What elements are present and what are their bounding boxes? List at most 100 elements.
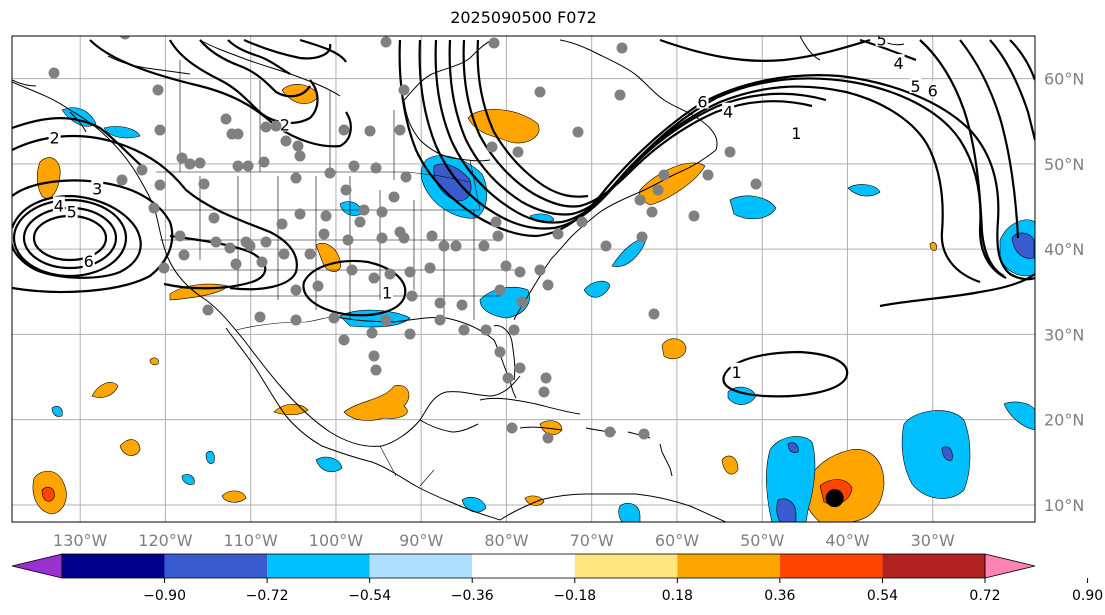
contours xyxy=(12,38,1035,398)
station-dot xyxy=(174,230,186,242)
station-dot xyxy=(750,178,762,190)
lon-tick-label: 130°W xyxy=(53,531,108,550)
station-dot xyxy=(198,178,210,190)
contour-label-bg xyxy=(278,115,291,132)
station-dot xyxy=(450,240,462,252)
station-dot xyxy=(658,169,670,181)
lon-tick-label: 120°W xyxy=(138,531,193,550)
lon-tick-label: 80°W xyxy=(484,531,528,550)
colorbar-segment xyxy=(164,554,268,578)
colorbar-tick-label: −0.18 xyxy=(553,588,596,604)
shade-blue xyxy=(51,406,63,417)
contour-label: 3 xyxy=(92,179,102,198)
shade-orange xyxy=(721,455,739,475)
contour-label-bg xyxy=(722,102,735,119)
station-dot xyxy=(636,231,648,243)
shade-blue xyxy=(315,456,343,473)
colorbar-segment xyxy=(472,554,575,578)
station-dot xyxy=(688,210,700,222)
contour-label: 6 xyxy=(697,93,707,112)
station-dot xyxy=(366,327,378,339)
contour-label: 6 xyxy=(84,252,94,271)
station-dot xyxy=(614,89,626,101)
station-dot xyxy=(210,236,222,248)
station-dot xyxy=(154,124,166,136)
colorbar-segment xyxy=(369,554,473,578)
lon-tick-label: 40°W xyxy=(825,531,869,550)
station-dot xyxy=(652,184,664,196)
station-dot xyxy=(294,150,306,162)
shade-orange xyxy=(929,242,937,251)
lat-tick-label: 60°N xyxy=(1044,70,1084,89)
contour-label: 5 xyxy=(67,202,77,221)
station-dot xyxy=(384,268,396,280)
station-dot xyxy=(514,362,526,374)
lon-tick-label: 100°W xyxy=(309,531,364,550)
station-dot xyxy=(304,248,316,260)
station-dot xyxy=(224,242,236,254)
station-dot xyxy=(702,169,714,181)
station-dot xyxy=(508,324,520,336)
station-dot xyxy=(488,37,500,49)
station-dot xyxy=(438,240,450,252)
colorbar-tick-label: 0.18 xyxy=(662,588,693,604)
contour-label-bg xyxy=(381,283,394,300)
station-dot xyxy=(388,191,400,203)
station-dot xyxy=(232,128,244,140)
contour-label-bg xyxy=(91,179,104,196)
colorbar-tick-label: −0.72 xyxy=(246,588,289,604)
contour-label-bg xyxy=(875,36,888,47)
station-dot xyxy=(380,36,392,48)
station-dot xyxy=(512,146,524,158)
station-dot xyxy=(380,314,392,326)
station-markers xyxy=(48,36,762,444)
station-dot xyxy=(516,296,528,308)
contour-label: 6 xyxy=(928,81,938,100)
station-dot xyxy=(616,42,628,54)
lat-tick-label: 20°N xyxy=(1044,411,1084,430)
shade-orange xyxy=(149,357,159,366)
station-dot xyxy=(478,240,490,252)
station-dot xyxy=(256,256,268,268)
contour-label: 2 xyxy=(50,128,60,147)
contour-label: 1 xyxy=(791,124,801,143)
contour-label: 5 xyxy=(911,77,921,96)
station-dot xyxy=(534,86,546,98)
colorbar-outline xyxy=(61,553,986,579)
station-dot xyxy=(370,162,382,174)
station-dot xyxy=(458,324,470,336)
colorbar-tick-label: 0.54 xyxy=(867,588,898,604)
map-title: 2025090500 F072 xyxy=(450,8,597,27)
station-dot xyxy=(294,208,306,220)
contour-label: 4 xyxy=(54,197,64,216)
station-dot xyxy=(724,146,736,158)
station-dot xyxy=(426,230,438,242)
lon-tick-label: 90°W xyxy=(399,531,443,550)
station-dot xyxy=(494,284,506,296)
station-dot xyxy=(260,236,272,248)
station-dot xyxy=(514,266,526,278)
colorbar-tick-label: 0.90 xyxy=(1072,588,1103,604)
station-dot xyxy=(404,328,416,340)
station-dot xyxy=(290,284,302,296)
station-dot xyxy=(346,264,358,276)
lon-tick-label: 110°W xyxy=(224,531,279,550)
colorbar: −0.90 −0.72 −0.54 −0.36 −0.18 0.18 0.36 0.54 0.7… xyxy=(11,553,1103,604)
shaded-anomalies xyxy=(32,84,1035,522)
station-dot xyxy=(158,262,170,274)
shade-orange xyxy=(661,338,687,360)
station-dot xyxy=(540,372,552,384)
station-dot xyxy=(220,113,232,125)
colorbar-segment xyxy=(882,554,985,578)
station-dot xyxy=(486,141,498,153)
station-dot xyxy=(242,160,254,172)
colorbar-tick-label: 0.72 xyxy=(969,588,1000,604)
station-dot xyxy=(312,280,324,292)
station-dot xyxy=(370,364,382,376)
station-dot xyxy=(184,158,196,170)
contour-label-bg xyxy=(696,92,709,109)
station-dot xyxy=(494,346,506,358)
station-dot xyxy=(534,264,546,276)
